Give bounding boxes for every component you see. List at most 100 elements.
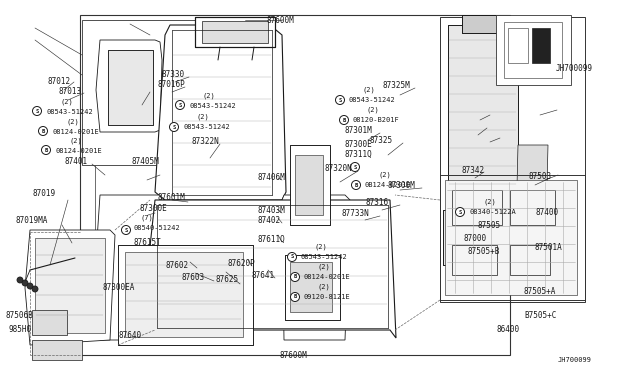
Text: 87600M: 87600M <box>280 352 308 360</box>
Bar <box>290 145 330 225</box>
Polygon shape <box>96 40 162 132</box>
Text: 87300E: 87300E <box>140 203 168 212</box>
Polygon shape <box>282 195 350 340</box>
Bar <box>195 17 275 47</box>
Text: 08120-B201F: 08120-B201F <box>353 117 400 123</box>
Bar <box>95 165 200 230</box>
Circle shape <box>122 225 131 234</box>
Text: S: S <box>291 254 294 260</box>
Text: S: S <box>124 228 127 232</box>
Circle shape <box>22 280 28 286</box>
Circle shape <box>291 292 300 301</box>
Text: 87505+B: 87505+B <box>468 247 500 257</box>
Text: 87013: 87013 <box>58 87 81 96</box>
Text: 08543-51242: 08543-51242 <box>189 103 236 109</box>
Text: 87016P: 87016P <box>157 80 185 89</box>
Text: 87325M: 87325M <box>383 80 411 90</box>
Text: (2): (2) <box>69 138 82 144</box>
Text: B: B <box>42 128 45 134</box>
Text: 09120-8121E: 09120-8121E <box>304 294 351 300</box>
Text: 87611Q: 87611Q <box>258 234 285 244</box>
Polygon shape <box>515 145 548 270</box>
Text: 87342: 87342 <box>462 166 485 174</box>
Text: 87641: 87641 <box>252 270 275 279</box>
Polygon shape <box>95 195 162 340</box>
Bar <box>285 255 340 320</box>
Text: 08340-5122A: 08340-5122A <box>470 209 516 215</box>
Text: 87330: 87330 <box>161 70 184 78</box>
Bar <box>443 210 538 265</box>
Circle shape <box>291 273 300 282</box>
Text: 87402: 87402 <box>258 215 281 224</box>
Bar <box>508 28 528 63</box>
Bar <box>82 20 242 165</box>
Text: 87733N: 87733N <box>342 208 370 218</box>
Text: S: S <box>353 164 356 170</box>
Bar <box>125 252 243 337</box>
Bar <box>118 245 253 345</box>
Bar <box>510 190 555 225</box>
Text: 87615T: 87615T <box>133 237 161 247</box>
Text: B: B <box>355 183 358 187</box>
Text: B: B <box>293 295 296 299</box>
Text: 87000: 87000 <box>464 234 487 243</box>
Text: B: B <box>293 275 296 279</box>
Polygon shape <box>148 200 396 338</box>
Text: S: S <box>179 103 182 108</box>
Text: 87406M: 87406M <box>258 173 285 182</box>
Bar <box>290 145 330 225</box>
Text: (2): (2) <box>60 99 73 105</box>
Text: (2): (2) <box>315 244 328 250</box>
Text: (2): (2) <box>367 107 380 113</box>
Text: 87620P: 87620P <box>227 259 255 267</box>
Bar <box>510 245 550 275</box>
Bar <box>32 340 82 360</box>
Circle shape <box>339 115 349 125</box>
Text: 08124-0201E: 08124-0201E <box>304 274 351 280</box>
Text: 87405M: 87405M <box>132 157 160 166</box>
Bar <box>452 190 502 225</box>
Text: 86400: 86400 <box>497 326 520 334</box>
Bar <box>80 15 510 355</box>
Text: (2): (2) <box>203 93 216 99</box>
Text: (2): (2) <box>363 87 376 93</box>
Text: 87401: 87401 <box>64 157 87 166</box>
Text: 87320N: 87320N <box>325 164 353 173</box>
Circle shape <box>42 145 51 154</box>
Bar <box>202 21 268 43</box>
Circle shape <box>456 208 465 217</box>
Text: JH700099: JH700099 <box>558 357 592 363</box>
Text: 87506B: 87506B <box>5 311 33 320</box>
Text: 87012: 87012 <box>47 77 70 86</box>
Bar <box>108 50 153 125</box>
Circle shape <box>27 283 33 289</box>
Text: 87300EA: 87300EA <box>102 283 134 292</box>
Text: 87602: 87602 <box>166 262 189 270</box>
Text: 87316: 87316 <box>366 198 389 206</box>
Bar <box>440 17 585 302</box>
Bar <box>448 25 518 205</box>
Bar <box>295 155 323 215</box>
Text: B7505+C: B7505+C <box>524 311 556 320</box>
Bar <box>108 50 153 125</box>
Bar <box>440 175 585 300</box>
Text: 87505+A: 87505+A <box>524 288 556 296</box>
Text: 08124-0201E: 08124-0201E <box>52 129 99 135</box>
Circle shape <box>38 126 47 135</box>
Text: 0B124-0201E: 0B124-0201E <box>365 182 412 188</box>
Text: (2): (2) <box>197 114 210 120</box>
Text: (2): (2) <box>318 284 331 290</box>
Text: (7): (7) <box>140 215 153 221</box>
Text: 87603: 87603 <box>182 273 205 282</box>
Bar <box>445 180 577 295</box>
Polygon shape <box>25 230 115 345</box>
Polygon shape <box>155 25 286 200</box>
Text: 87300M: 87300M <box>388 180 416 189</box>
Text: 87322N: 87322N <box>191 137 219 145</box>
Circle shape <box>175 100 184 109</box>
Circle shape <box>287 253 296 262</box>
Text: 87625: 87625 <box>215 276 238 285</box>
Text: 87601M: 87601M <box>158 192 186 202</box>
Text: (2): (2) <box>484 199 497 205</box>
Text: 87400: 87400 <box>536 208 559 217</box>
